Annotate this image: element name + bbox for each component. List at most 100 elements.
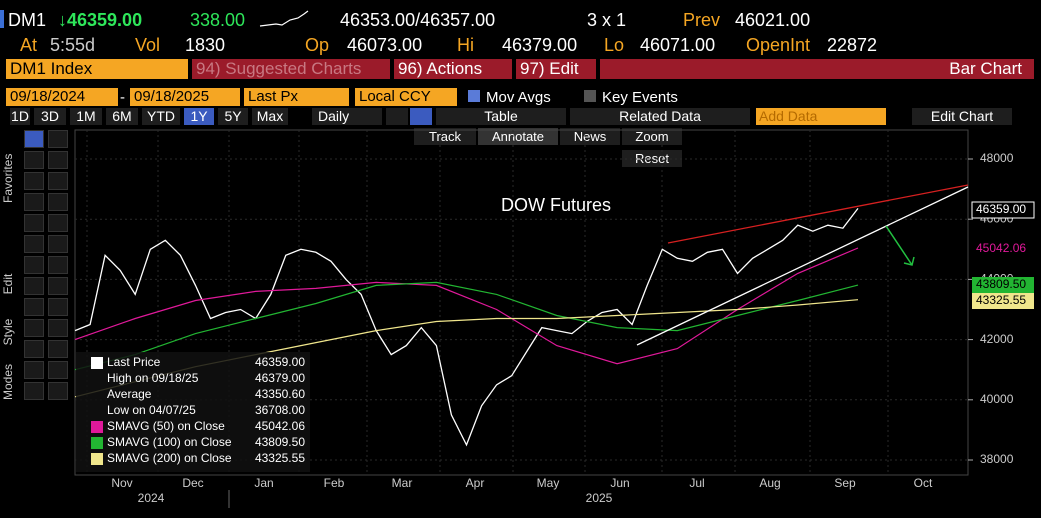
related-data[interactable]: Related Data <box>570 108 750 125</box>
value-tag <box>972 277 1034 293</box>
period-button[interactable]: 1Y <box>184 108 214 125</box>
period-button[interactable]: YTD <box>142 108 180 125</box>
legend-label: Low on 04/07/25 <box>107 403 196 417</box>
side-tab[interactable]: Modes <box>1 363 15 401</box>
vol-label: Vol <box>135 35 161 55</box>
frequency[interactable]: Daily <box>312 108 382 125</box>
y-tick-label: 38000 <box>980 452 1014 466</box>
prev: 46021.00 <box>735 10 811 30</box>
annotate[interactable]: Annotate <box>478 128 558 145</box>
currency-select[interactable]: Local CCY <box>355 88 457 106</box>
chart-title: DOW Futures <box>501 195 611 215</box>
side-tab[interactable]: Favorites <box>1 153 15 203</box>
moving-average <box>74 247 859 365</box>
tool-icon[interactable] <box>48 130 68 148</box>
tool-icon[interactable] <box>24 319 44 337</box>
side-tab[interactable]: Style <box>1 318 15 346</box>
tool-icon[interactable] <box>48 382 68 400</box>
period-button[interactable]: 3D <box>34 108 66 125</box>
x-tick-label: Jan <box>254 476 273 490</box>
trendline <box>636 186 969 346</box>
tool-icon[interactable] <box>48 340 68 358</box>
op: 46073.00 <box>347 35 423 55</box>
tool-icon[interactable] <box>48 172 68 190</box>
legend-value: 46359.00 <box>255 355 305 369</box>
suggested-charts[interactable]: 94) Suggested Charts <box>192 59 390 79</box>
tool-icon[interactable] <box>48 319 68 337</box>
tool-icon[interactable] <box>48 277 68 295</box>
value-tag-label: 43809.50 <box>976 277 1026 291</box>
tool-icon[interactable] <box>24 382 44 400</box>
tool-icon[interactable] <box>24 298 44 316</box>
ticker: DM1 <box>8 10 47 30</box>
x-tick-label: Mar <box>392 476 413 490</box>
prev-label: Prev <box>683 10 721 30</box>
tool-icon[interactable] <box>48 235 68 253</box>
tool-icon[interactable] <box>48 256 68 274</box>
y-tick-label: 40000 <box>980 392 1014 406</box>
tool-icon[interactable] <box>24 214 44 232</box>
period-button[interactable]: Max <box>252 108 288 125</box>
legend-label: SMAVG (100) on Close <box>107 435 232 449</box>
checkbox[interactable] <box>468 90 480 102</box>
tool-icon[interactable] <box>48 151 68 169</box>
arrow <box>885 225 913 266</box>
period-button[interactable]: 1M <box>70 108 102 125</box>
period-button[interactable]: 6M <box>106 108 138 125</box>
actions-menu[interactable]: 96) Actions <box>394 59 512 79</box>
legend-value: 46379.00 <box>255 371 305 385</box>
tool-icon[interactable] <box>48 214 68 232</box>
edit-chart[interactable]: Edit Chart <box>912 108 1012 125</box>
side-tab[interactable]: Edit <box>1 273 15 295</box>
key-events[interactable]: Key Events <box>602 89 678 106</box>
tool-icon[interactable] <box>24 151 44 169</box>
track[interactable]: Track <box>414 128 476 145</box>
tool-icon[interactable] <box>48 361 68 379</box>
news[interactable]: News <box>560 128 620 145</box>
marker <box>0 10 4 28</box>
price-line <box>74 208 859 447</box>
legend-label: SMAVG (200) on Close <box>107 451 232 465</box>
tool-icon[interactable] <box>48 298 68 316</box>
bid-ask: 46353.00/46357.00 <box>340 10 496 30</box>
period-button[interactable]: 5Y <box>218 108 248 125</box>
tool-icon[interactable] <box>24 256 44 274</box>
legend-value: 43325.55 <box>255 451 305 465</box>
tool-icon[interactable] <box>24 172 44 190</box>
add-data[interactable]: Add Data <box>756 108 886 125</box>
tool-icon[interactable] <box>24 361 44 379</box>
checkbox[interactable] <box>584 90 596 102</box>
x-tick-label: May <box>537 476 560 490</box>
change: 338.00 <box>190 10 246 30</box>
tool-icon[interactable] <box>24 235 44 253</box>
start-date[interactable]: 09/18/2024 <box>6 88 118 106</box>
tool-icon[interactable] <box>48 193 68 211</box>
trendline <box>667 184 969 244</box>
edit-menu[interactable]: 97) Edit <box>516 59 596 79</box>
tool-icon[interactable] <box>24 130 44 148</box>
zoom[interactable]: Zoom <box>622 128 682 145</box>
line-tool[interactable] <box>386 108 408 125</box>
field-select[interactable]: Last Px <box>244 88 349 106</box>
bar-tool[interactable] <box>410 108 432 125</box>
dash: - <box>120 89 125 106</box>
sparkline <box>259 10 309 27</box>
tool-icon[interactable] <box>24 340 44 358</box>
legend-value: 43809.50 <box>255 435 305 449</box>
tool-icon[interactable] <box>24 193 44 211</box>
period-button[interactable]: 1D <box>10 108 30 125</box>
x-tick-label: Aug <box>759 476 780 490</box>
table-button[interactable]: Table <box>436 108 566 125</box>
tool-icon[interactable] <box>24 277 44 295</box>
legend-label: Average <box>107 387 152 401</box>
last: ↓46359.00 <box>58 10 143 30</box>
legend-swatch <box>91 421 103 433</box>
at-label: At <box>20 35 38 55</box>
end-date[interactable]: 09/18/2025 <box>130 88 240 106</box>
security-field[interactable]: DM1 Index <box>6 59 188 79</box>
legend-swatch <box>91 357 103 369</box>
value-tag <box>971 201 1035 219</box>
mov-avgs[interactable]: Mov Avgs <box>486 89 551 106</box>
x-tick-label: Oct <box>914 476 933 490</box>
